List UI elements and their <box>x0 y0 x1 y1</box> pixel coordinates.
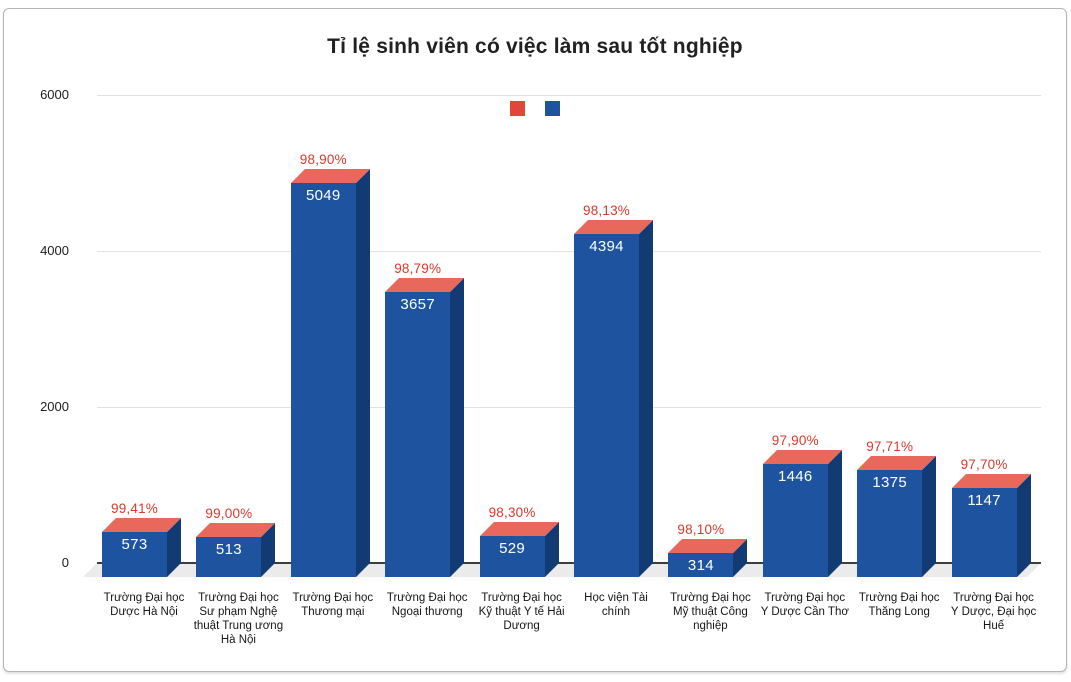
x-axis-label: Học viện Tài chính <box>584 592 648 618</box>
y-tick-label: 2000 <box>40 399 69 414</box>
bar-group: 1147 97,70% <box>951 457 1031 577</box>
gridline-2000 <box>97 406 1041 408</box>
bar-group: 1446 97,90% <box>762 433 842 577</box>
chart-title: Tỉ lệ sinh viên có việc làm sau tốt nghi… <box>327 35 743 58</box>
bar-side-face <box>1016 474 1031 577</box>
x-axis-label: Trường Đại học Y Dược Cần Thơ <box>760 592 849 618</box>
plot-area: 0 2000 4000 6000 573 99,41% 513 99,00% 5049 98,90… <box>40 9 1041 577</box>
bar-front-face[interactable] <box>668 553 734 577</box>
bar-group: 1375 97,71% <box>857 439 937 577</box>
bar-front-face[interactable] <box>102 532 167 577</box>
chart-card: Tỉ lệ sinh viên có việc làm sau tốt nghi… <box>3 8 1067 672</box>
bar-percent-label: 98,90% <box>299 152 347 167</box>
x-axis-label: Trường Đại học Thăng Long <box>858 592 940 618</box>
x-axis-label: Trường Đại học Thương mại <box>292 592 374 618</box>
x-axis-label: Trường Đại học Kỹ thuật Y tế Hải Dương <box>478 592 565 632</box>
x-axis-label: Trường Đại học Dược Hà Nội <box>103 592 185 618</box>
bar-value-label: 1147 <box>967 492 1001 509</box>
bar-front-face[interactable] <box>574 234 639 577</box>
bar-front-face[interactable] <box>762 464 828 577</box>
bar-top-face <box>479 522 559 536</box>
bar-group: 529 98,30% <box>479 505 559 577</box>
bar-percent-label: 98,79% <box>394 261 442 276</box>
bar-front-face[interactable] <box>857 470 923 577</box>
y-tick-label: 4000 <box>40 243 69 258</box>
gridline-4000 <box>97 250 1041 252</box>
bar-value-label: 1375 <box>872 474 907 491</box>
x-axis-label: Trường Đại học Mỹ thuật Công nghiệp <box>670 592 751 632</box>
bar-percent-label: 97,90% <box>771 433 819 448</box>
bar-front-face[interactable] <box>290 183 356 577</box>
x-axis-label: Trường Đại học Y Dược, Đại học Huế <box>950 592 1037 632</box>
bar-side-face <box>639 220 653 577</box>
gridline-6000 <box>97 94 1041 96</box>
bar-value-label: 4394 <box>589 238 624 255</box>
bar-top-face <box>290 169 370 183</box>
bar-value-label: 3657 <box>400 296 435 313</box>
bar-percent-label: 97,71% <box>866 439 914 454</box>
bar-group: 513 99,00% <box>196 506 276 577</box>
bar-front-face[interactable] <box>479 536 545 577</box>
bar-side-face <box>450 278 465 577</box>
bar-group: 5049 98,90% <box>290 152 370 577</box>
bar-top-face <box>951 474 1031 488</box>
bar-group: 314 98,10% <box>668 522 748 577</box>
bar-side-face <box>827 450 842 577</box>
bar-percent-label: 98,30% <box>488 505 536 520</box>
bar-front-face[interactable] <box>196 537 262 577</box>
x-axis-label: Trường Đại học Ngoại thương <box>386 592 468 618</box>
bar-value-label: 5049 <box>306 187 341 204</box>
legend <box>4 101 1066 116</box>
bar-value-label: 513 <box>215 541 242 558</box>
bar-percent-label: 99,41% <box>111 501 158 516</box>
x-axis-labels: Trường Đại học Dược Hà Nội Trường Đại học… <box>97 591 1041 661</box>
bar-percent-label: 97,70% <box>960 457 1008 472</box>
bar-front-face[interactable] <box>385 292 451 577</box>
bar-group: 573 99,41% <box>102 501 181 577</box>
bar-percent-label: 99,00% <box>205 506 253 521</box>
legend-swatch-blue[interactable] <box>545 101 560 116</box>
legend-swatch-red[interactable] <box>510 101 525 116</box>
bar-percent-label: 98,13% <box>583 203 630 218</box>
bar-side-face <box>355 169 370 577</box>
bar-value-label: 529 <box>499 540 526 557</box>
bar-side-face <box>922 456 937 577</box>
bar-percent-label: 98,10% <box>677 522 725 537</box>
bar-group: 3657 98,79% <box>385 261 465 577</box>
bar-front-face[interactable] <box>951 488 1017 577</box>
bar-group: 4394 98,13% <box>574 203 653 577</box>
bar-value-label: 314 <box>687 557 714 574</box>
bar-value-label: 1446 <box>778 468 813 485</box>
x-axis-line <box>97 562 1041 564</box>
y-tick-label: 0 <box>61 555 69 570</box>
bar-value-label: 573 <box>121 536 148 553</box>
x-axis-label: Trường Đại học Sư phạm Nghệ thuật Trung … <box>193 592 284 646</box>
bar-top-face <box>762 450 842 464</box>
y-tick-label: 6000 <box>40 87 69 102</box>
